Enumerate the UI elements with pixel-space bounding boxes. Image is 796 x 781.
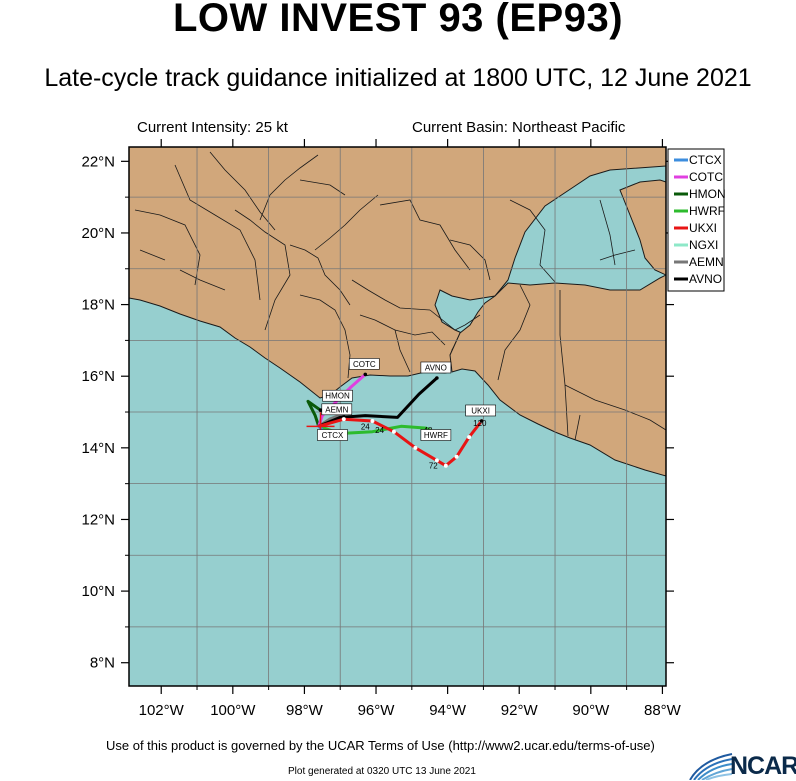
x-tick-label: 94°W <box>429 702 467 719</box>
x-tick-label: 90°W <box>572 702 610 719</box>
model-label-text: HMON <box>325 392 350 401</box>
model-label-text: AVNO <box>425 364 447 373</box>
legend-label-hwrf: HWRF <box>689 204 725 218</box>
model-label-box <box>420 429 452 441</box>
legend-label-avno: AVNO <box>689 272 722 286</box>
model-label-box <box>322 389 353 402</box>
model-label-text: CTCX <box>322 431 344 440</box>
terms-of-use-notice: Use of this product is governed by the U… <box>106 738 655 753</box>
plot-frame <box>128 146 667 687</box>
y-tick-label: 22°N <box>81 153 115 170</box>
y-tick-label: 10°N <box>81 583 115 600</box>
model-label-text: COTC <box>353 360 376 369</box>
chart-title: LOW INVEST 93 (EP93) <box>172 0 624 40</box>
model-label-hwrf: HWRF <box>420 429 452 441</box>
track-point-ukxi <box>454 454 459 459</box>
model-label-box <box>348 358 380 370</box>
track-end-ukxi <box>479 419 484 423</box>
plot-generated-time: Plot generated at 0320 UTC 13 June 2021 <box>288 766 476 777</box>
forecast-hour-label: 72 <box>429 462 438 471</box>
track-point-ukxi <box>391 429 396 434</box>
track-hmon <box>306 399 322 427</box>
y-tick-label: 8°N <box>90 655 115 672</box>
current-intensity: Current Intensity: 25 kt <box>137 119 288 136</box>
legend-label-cotc: COTC <box>689 170 723 184</box>
x-tick-label: 98°W <box>286 702 324 719</box>
model-label-box <box>465 404 496 417</box>
ncar-logo-text: NCAR <box>730 752 796 780</box>
x-tick-label: 100°W <box>210 702 256 719</box>
model-label-ctcx: CTCX <box>317 429 348 441</box>
y-tick-label: 14°N <box>81 440 115 457</box>
y-tick-label: 18°N <box>81 297 115 314</box>
land-yucatan-east <box>619 179 666 276</box>
forecast-hour-label: 120 <box>473 419 487 428</box>
land-central-america <box>449 274 666 477</box>
track-point-ukxi <box>370 418 375 423</box>
track-avno <box>318 376 438 428</box>
state-borders <box>134 151 666 441</box>
model-labels: 48247212024CTCXCOTCHMONHWRFUKXIAEMNAVNO <box>317 358 496 471</box>
track-end-avno <box>435 376 439 380</box>
model-label-text: UKXI <box>471 406 490 415</box>
legend: CTCX COTC HMON HWRF UKXI NGXI AEMN AVNO <box>667 148 726 292</box>
legend-box <box>667 148 725 292</box>
track-point-ukxi <box>467 435 472 440</box>
track-point-ukxi <box>413 445 418 450</box>
model-label-ukxi: UKXI <box>465 404 496 417</box>
track-point-ukxi <box>443 463 448 468</box>
y-tick-label: 12°N <box>81 511 115 528</box>
legend-label-ctcx: CTCX <box>689 153 722 167</box>
x-tick-label: 102°W <box>139 702 185 719</box>
model-label-box <box>321 403 353 416</box>
track-point-ukxi <box>341 417 346 422</box>
y-tick-label: 16°N <box>81 368 115 385</box>
current-basin: Current Basin: Northeast Pacific <box>412 119 626 136</box>
legend-label-ngxi: NGXI <box>689 238 718 252</box>
land-layer <box>129 147 666 477</box>
legend-label-aemn: AEMN <box>689 255 724 269</box>
track-ukxi <box>318 417 483 468</box>
model-label-box <box>317 429 348 441</box>
model-label-avno: AVNO <box>420 361 452 374</box>
ncar-logo-icon <box>689 753 733 780</box>
legend-label-ukxi: UKXI <box>689 221 717 235</box>
y-tick-label: 20°N <box>81 225 115 242</box>
model-label-box <box>420 361 452 374</box>
track-point-ukxi <box>434 458 439 463</box>
x-tick-label: 96°W <box>358 702 396 719</box>
model-label-hmon: HMON <box>322 389 353 402</box>
chart-subtitle: Late-cycle track guidance initialized at… <box>44 64 752 92</box>
model-label-aemn: AEMN <box>321 403 353 416</box>
x-tick-label: 92°W <box>501 702 539 719</box>
legend-label-hmon: HMON <box>689 187 726 201</box>
axis-labels: 102°W 100°W 98°W 96°W 94°W 92°W 90°W 88°W 8°N 10°… <box>81 139 682 719</box>
forecast-hour-label: 24 <box>361 422 370 431</box>
model-label-text: HWRF <box>424 431 448 440</box>
forecast-hour-label: 24 <box>375 426 384 435</box>
track-end-hmon <box>318 408 323 413</box>
x-tick-label: 88°W <box>644 702 682 719</box>
model-label-text: AEMN <box>325 405 348 414</box>
track-end-cotc <box>363 372 368 377</box>
model-label-cotc: COTC <box>348 358 380 370</box>
